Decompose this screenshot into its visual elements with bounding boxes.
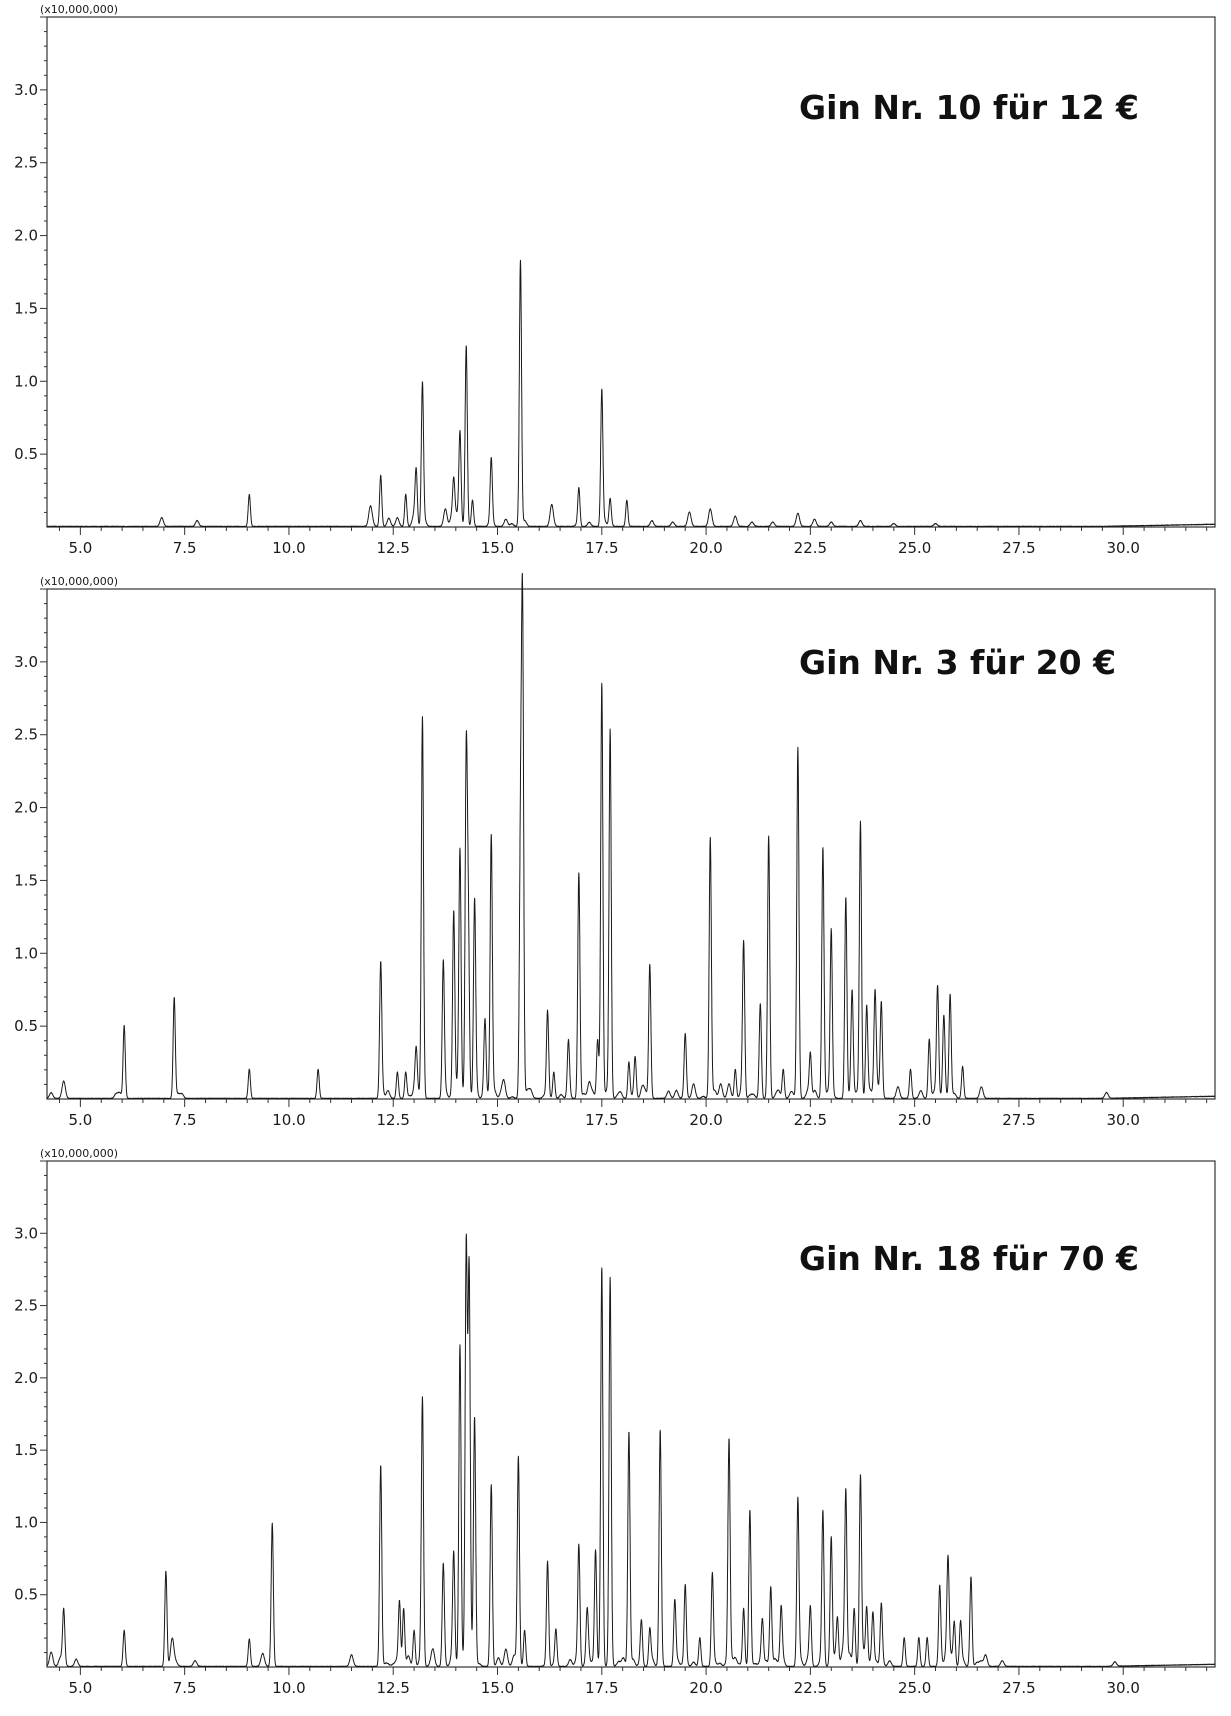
y-scale-label: (x10,000,000) xyxy=(40,3,118,16)
x-tick-label: 15.0 xyxy=(481,539,514,557)
chromatogram-trace xyxy=(46,259,1216,528)
x-tick-label: 22.5 xyxy=(794,1679,827,1697)
chromatogram-trace xyxy=(46,1233,1216,1668)
chromatogram-plot-2: (x10,000,000) 5.0 7.5 10.0 12.5 15.0 17.5 20.0 2… xyxy=(14,572,1216,1129)
x-tick-label: 25.0 xyxy=(898,1679,931,1697)
x-tick-label: 27.5 xyxy=(1002,539,1035,557)
plot-frame xyxy=(46,588,1216,1100)
y-tick-label: 2.5 xyxy=(14,726,38,744)
chart-title-2: Gin Nr. 3 für 20 € xyxy=(799,643,1117,682)
x-tick-label: 25.0 xyxy=(898,1111,931,1129)
x-tick-label: 27.5 xyxy=(1002,1111,1035,1129)
y-tick-label: 1.5 xyxy=(14,299,38,317)
y-tick-label: 0.5 xyxy=(14,1586,38,1604)
x-tick-label: 17.5 xyxy=(585,1111,618,1129)
x-tick-label: 7.5 xyxy=(173,1111,197,1129)
y-tick-label: 1.0 xyxy=(14,1513,38,1531)
x-tick-label: 15.0 xyxy=(481,1111,514,1129)
y-tick-label: 2.0 xyxy=(14,227,38,245)
y-scale-label: (x10,000,000) xyxy=(40,1147,118,1160)
x-tick-label: 10.0 xyxy=(272,539,305,557)
x-tick-label: 7.5 xyxy=(173,1679,197,1697)
y-tick-label: 3.0 xyxy=(14,653,38,671)
x-tick-label: 17.5 xyxy=(585,539,618,557)
y-scale-label: (x10,000,000) xyxy=(40,575,118,588)
x-tick-label: 5.0 xyxy=(68,1679,92,1697)
y-tick-label: 1.0 xyxy=(14,372,38,390)
y-tick-label: 0.5 xyxy=(14,1017,38,1035)
chromatogram-plot-3: (x10,000,000) 5.0 7.5 10.0 12.5 15.0 17.5 20.0 2… xyxy=(14,1147,1216,1697)
chromatogram-panel-3: (x10,000,000) 5.0 7.5 10.0 12.5 15.0 17.5 20.0 2… xyxy=(0,1144,1231,1716)
x-tick-label: 25.0 xyxy=(898,539,931,557)
x-tick-label: 5.0 xyxy=(68,1111,92,1129)
chromatogram-trace xyxy=(46,572,1216,1100)
x-tick-label: 22.5 xyxy=(794,1111,827,1129)
chromatogram-panel-2: (x10,000,000) 5.0 7.5 10.0 12.5 15.0 17.5 20.0 2… xyxy=(0,572,1231,1144)
y-tick-label: 0.5 xyxy=(14,445,38,463)
x-tick-label: 30.0 xyxy=(1107,1679,1140,1697)
x-tick-label: 20.0 xyxy=(689,1679,722,1697)
y-tick-label: 3.0 xyxy=(14,1224,38,1242)
chart-title-1: Gin Nr. 10 für 12 € xyxy=(799,88,1139,127)
y-tick-label: 3.0 xyxy=(14,81,38,99)
x-tick-label: 17.5 xyxy=(585,1679,618,1697)
y-tick-label: 2.0 xyxy=(14,1369,38,1387)
chromatogram-plot-1: (x10,000,000) 5.0 7.5 10.0 12.5 15.0 17.5 20.0 2… xyxy=(14,3,1216,557)
x-tick-label: 10.0 xyxy=(272,1111,305,1129)
x-tick-label: 5.0 xyxy=(68,539,92,557)
x-tick-label: 20.0 xyxy=(689,539,722,557)
x-tick-label: 30.0 xyxy=(1107,1111,1140,1129)
x-tick-label: 12.5 xyxy=(377,1111,410,1129)
y-tick-label: 2.0 xyxy=(14,799,38,817)
plot-frame xyxy=(46,1160,1216,1668)
chromatogram-panel-1: (x10,000,000) 5.0 7.5 10.0 12.5 15.0 17.5 20.0 2… xyxy=(0,0,1231,572)
x-tick-label: 12.5 xyxy=(377,539,410,557)
x-tick-label: 15.0 xyxy=(481,1679,514,1697)
y-tick-label: 1.5 xyxy=(14,871,38,889)
x-tick-label: 12.5 xyxy=(377,1679,410,1697)
x-tick-label: 27.5 xyxy=(1002,1679,1035,1697)
x-tick-label: 22.5 xyxy=(794,539,827,557)
x-tick-label: 10.0 xyxy=(272,1679,305,1697)
x-tick-label: 7.5 xyxy=(173,539,197,557)
y-tick-label: 1.5 xyxy=(14,1441,38,1459)
x-tick-label: 20.0 xyxy=(689,1111,722,1129)
y-tick-label: 2.5 xyxy=(14,1297,38,1315)
y-tick-label: 2.5 xyxy=(14,154,38,172)
y-tick-label: 1.0 xyxy=(14,944,38,962)
chart-title-3: Gin Nr. 18 für 70 € xyxy=(799,1239,1139,1278)
x-tick-label: 30.0 xyxy=(1107,539,1140,557)
